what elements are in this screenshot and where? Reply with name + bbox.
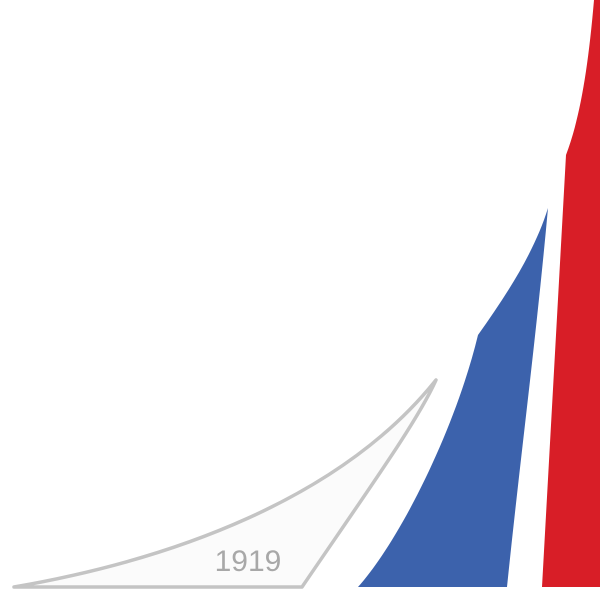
red-sail-shape — [542, 0, 600, 587]
outline-sail: 1919 — [12, 378, 438, 589]
outline-sail-shape — [12, 378, 438, 589]
year-label: 1919 — [215, 545, 282, 578]
blue-sail-shape — [358, 208, 548, 587]
